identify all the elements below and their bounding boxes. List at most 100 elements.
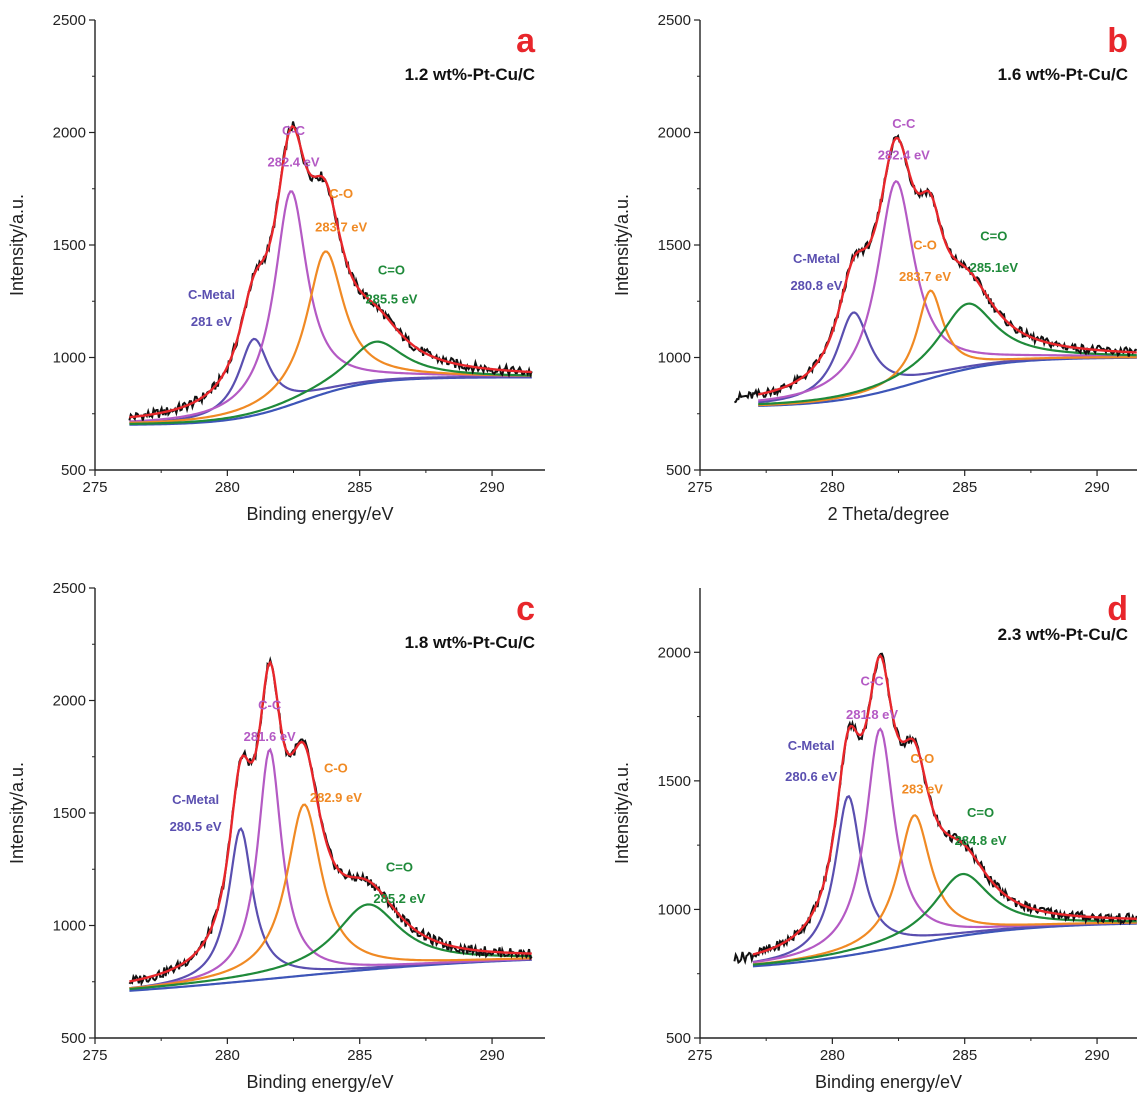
series-peak-co2 [758,302,1137,406]
plot-area [734,133,1137,407]
peak-name-label: C-O [324,761,348,776]
series-peak-co2 [129,903,532,991]
panel-letter: a [516,22,536,60]
x-tick-label: 275 [687,479,712,496]
y-tick-label: 2500 [658,12,691,29]
series-peak-co2 [129,340,532,425]
x-tick-label: 280 [215,1047,240,1064]
series-peak-cc [752,727,1137,964]
x-tick-label: 290 [1085,1047,1110,1064]
x-tick-label: 285 [347,479,372,496]
peak-name-label: C-Metal [793,251,840,266]
peak-energy-label: 281.8 eV [846,707,898,722]
xps-panel-c: 275 280 285 290 500 1000 1500 2000 2500 Binding e… [7,580,545,1092]
x-axis-title: 2 Theta/degree [828,504,950,524]
peak-name-label: C-O [329,186,353,201]
series-fit-envelope [129,124,532,419]
y-tick-label: 500 [666,1030,691,1047]
y-tick-label: 500 [61,1030,86,1047]
x-tick-label: 285 [347,1047,372,1064]
series-experimental [128,655,533,987]
peak-name-label: C-O [913,238,937,253]
peak-name-label: C-Metal [788,738,835,753]
y-tick-label: 1000 [53,918,86,935]
x-tick-label: 285 [952,1047,977,1064]
series-peak-co2 [752,872,1137,966]
panel-title: 1.8 wt%-Pt-Cu/C [405,633,535,652]
panel-letter: c [516,590,535,628]
series-peak-co [129,803,532,990]
y-tick-label: 2500 [53,580,86,597]
peak-energy-label: 285.2 eV [373,891,425,906]
peak-name-label: C-C [282,123,306,138]
y-tick-label: 1500 [658,237,691,254]
x-tick-label: 275 [687,1047,712,1064]
y-tick-label: 2000 [658,644,691,661]
peak-energy-label: 285.5 eV [365,292,417,307]
peak-name-label: C-C [892,116,916,131]
series-fit-envelope [758,136,1137,396]
y-tick-label: 500 [61,462,86,479]
peak-name-label: C=O [378,262,405,277]
x-tick-label: 275 [82,1047,107,1064]
y-tick-label: 1500 [658,773,691,790]
series-peak-metal [752,794,1137,964]
peak-energy-label: 283 eV [902,782,944,797]
peak-energy-label: 285.1eV [970,260,1019,275]
series-peak-cc [129,747,532,990]
x-axis-title: Binding energy/eV [246,504,393,524]
peak-name-label: C-Metal [188,287,235,302]
y-tick-label: 2000 [53,693,86,710]
peak-energy-label: 281.6 eV [244,729,296,744]
xps-panel-d: 275 280 285 290 500 1000 1500 2000 Binding energ… [612,588,1137,1092]
x-axis-title: Binding energy/eV [815,1072,962,1092]
y-tick-label: 1000 [53,350,86,367]
y-axis-title: Intensity/a.u. [612,194,632,296]
peak-name-label: C=O [980,229,1007,244]
panel-letter: b [1107,22,1128,60]
series-peak-cc [758,180,1137,402]
y-tick-label: 1500 [53,805,86,822]
peak-name-label: C-Metal [172,792,219,807]
panel-title: 1.2 wt%-Pt-Cu/C [405,65,535,84]
y-axis-title: Intensity/a.u. [612,762,632,864]
x-tick-label: 280 [215,479,240,496]
y-tick-label: 2000 [658,125,691,142]
y-tick-label: 1500 [53,237,86,254]
y-tick-label: 1000 [658,901,691,918]
peak-energy-label: 280.6 eV [785,769,837,784]
x-tick-label: 280 [820,479,845,496]
x-tick-label: 280 [820,1047,845,1064]
series-background [752,922,1137,968]
plot-area [128,655,533,992]
peak-name-label: C-O [910,751,934,766]
peak-name-label: C=O [386,860,413,875]
peak-energy-label: 282.9 eV [310,790,362,805]
x-tick-label: 290 [480,479,505,496]
series-peak-co [752,814,1137,966]
series-peak-co [129,250,532,424]
xps-panel-b: 275 280 285 290 500 1000 1500 2000 2500 2 Theta/d… [612,12,1137,524]
x-tick-label: 290 [1085,479,1110,496]
panel-letter: d [1107,590,1128,628]
y-tick-label: 500 [666,462,691,479]
y-tick-label: 2000 [53,125,86,142]
x-tick-label: 285 [952,479,977,496]
series-peak-co [758,289,1137,407]
y-tick-label: 1000 [658,350,691,367]
peak-name-label: C-C [258,698,282,713]
series-fit-envelope [129,660,532,983]
y-tick-label: 2500 [53,12,86,29]
xps-panel-a: 275 280 285 290 500 1000 1500 2000 2500 Binding e… [7,12,545,524]
peak-energy-label: 280.8 eV [790,278,842,293]
panel-title: 1.6 wt%-Pt-Cu/C [998,65,1128,84]
series-fit-envelope [752,653,1137,956]
x-tick-label: 275 [82,479,107,496]
y-axis-title: Intensity/a.u. [7,762,27,864]
peak-name-label: C-C [861,674,885,689]
series-peak-metal [129,337,532,425]
peak-energy-label: 282.4 eV [268,154,320,169]
peak-energy-label: 281 eV [191,314,233,329]
y-axis-title: Intensity/a.u. [7,194,27,296]
